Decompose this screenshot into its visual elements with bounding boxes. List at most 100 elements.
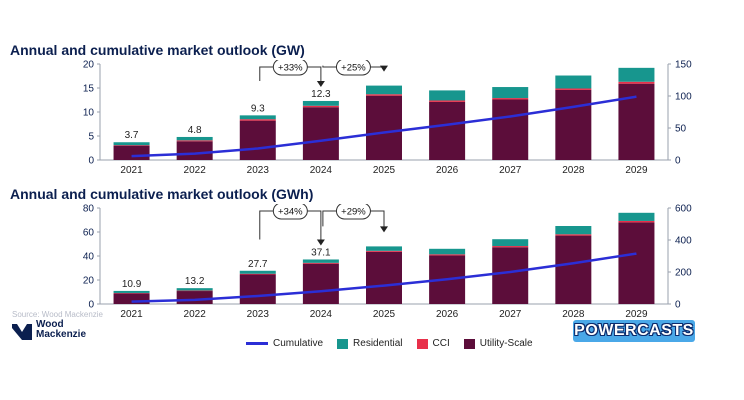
x-tick-label: 2022 [184,309,207,320]
bar-residential [492,239,529,247]
legend-item-cumulative: Cumulative [246,338,323,349]
growth-arrowhead [380,226,388,233]
growth-arrowhead [316,80,325,87]
bar-cci [302,262,339,264]
x-tick-label: 2027 [499,309,522,320]
bar-utility-scale [618,83,655,160]
bar-utility-scale [555,89,592,160]
bar-total-label: 27.7 [248,259,268,270]
y-tick-label-right: 100 [675,92,692,103]
bar-utility-scale [555,235,592,304]
y-tick-label-right: 50 [675,124,687,135]
bar-total-label: 3.7 [125,130,139,141]
bar-residential [366,246,402,251]
bar-cci [618,81,655,84]
bar-cci [429,100,466,102]
x-tick-label: 2029 [625,309,648,320]
growth-arrowhead [316,239,325,246]
bar-residential [113,290,150,293]
bar-utility-scale [429,101,466,160]
bar-residential [176,136,213,141]
y-tick-label-left: 20 [83,276,95,287]
bar-cci [366,250,402,252]
x-tick-label: 2021 [120,309,143,320]
legend-swatch-utility [463,338,475,349]
wood-mackenzie-logo-icon [12,324,32,340]
bar-cci [239,119,276,121]
legend-item-cci: CCI [416,338,450,349]
legend-item-utility: Utility-Scale [463,338,533,349]
legend-label-cumulative: Cumulative [273,338,324,349]
bar-total-label: 4.8 [188,125,202,136]
bar-utility-scale [366,251,402,304]
bar-utility-scale [239,274,276,304]
bar-residential [429,90,466,101]
bar-residential [618,67,655,82]
x-tick-label: 2027 [499,165,522,176]
x-tick-label: 2025 [373,309,396,320]
bar-residential [555,75,592,89]
powercasts-badge-text: POWERCASTS [574,322,694,339]
bar-residential [618,212,655,221]
cumulative-line [131,95,637,158]
y-tick-label-left: 0 [88,156,94,167]
x-tick-label: 2028 [562,309,585,320]
x-tick-label: 2028 [562,165,585,176]
growth-pill [335,60,371,76]
y-tick-label-left: 15 [83,84,95,95]
x-tick-label: 2026 [436,165,459,176]
y-tick-label-right: 400 [675,236,692,247]
logo-line-2: Mackenzie [36,329,87,340]
wood-mackenzie-logo: Wood Mackenzie [12,320,86,340]
bar-cci [492,98,529,100]
growth-pill [335,204,371,220]
x-tick-label: 2023 [247,309,270,320]
x-tick-label: 2021 [120,165,143,176]
y-tick-label-left: 40 [83,252,95,263]
legend-swatch-cumulative [246,342,268,345]
bar-residential [429,248,466,255]
bar-utility-scale [302,263,339,304]
bar-total-label: 12.3 [311,89,331,100]
source-note: Source: Wood Mackenzie [12,310,104,319]
bar-cci [302,105,339,108]
chart-legend: Cumulative Residential CCI Utility-Scale [246,338,533,349]
bar-utility-scale [113,293,150,304]
growth-pill [272,204,308,220]
bar-cci [429,254,466,256]
bar-residential [239,270,276,274]
y-tick-label-left: 10 [83,108,95,119]
legend-label-cci: CCI [432,338,450,349]
chart-title-gwh: Annual and cumulative market outlook (GW… [10,186,314,202]
bar-cci [492,246,529,248]
growth-label: +34% [278,207,303,218]
bar-residential [302,100,339,106]
bar-total-label: 13.2 [185,276,205,287]
bar-utility-scale [618,222,655,304]
bar-cci [555,234,592,236]
y-tick-label-right: 0 [675,156,681,167]
legend-swatch-cci [416,338,428,349]
logo-line-1: Wood [36,319,64,330]
x-tick-label: 2026 [436,309,459,320]
bar-cci [366,94,402,96]
x-tick-label: 2024 [310,165,333,176]
bar-residential [302,259,339,263]
y-tick-label-right: 200 [675,268,692,279]
legend-swatch-residential [337,338,349,349]
x-tick-label: 2025 [373,165,396,176]
bar-residential [366,85,402,95]
bar-utility-scale [492,247,529,304]
growth-label: +25% [341,63,366,74]
chart-gw: 0 5 10 15 20 0 50 100 150 2021 3.7 2022 4.8 2023 9.3 20… [83,60,692,176]
bar-utility-scale [366,95,402,160]
chart-gwh: 0 20 40 60 80 0 200 400 600 2021 10.9 2022 13.2 2023 2… [83,204,692,320]
bar-cci [239,273,276,275]
bar-residential [113,142,150,146]
y-tick-label-right: 0 [675,300,681,311]
x-tick-label: 2029 [625,165,648,176]
bar-utility-scale [176,141,213,160]
bar-total-label: 9.3 [251,103,265,114]
bar-total-label: 10.9 [122,279,142,290]
bar-utility-scale [302,107,339,160]
